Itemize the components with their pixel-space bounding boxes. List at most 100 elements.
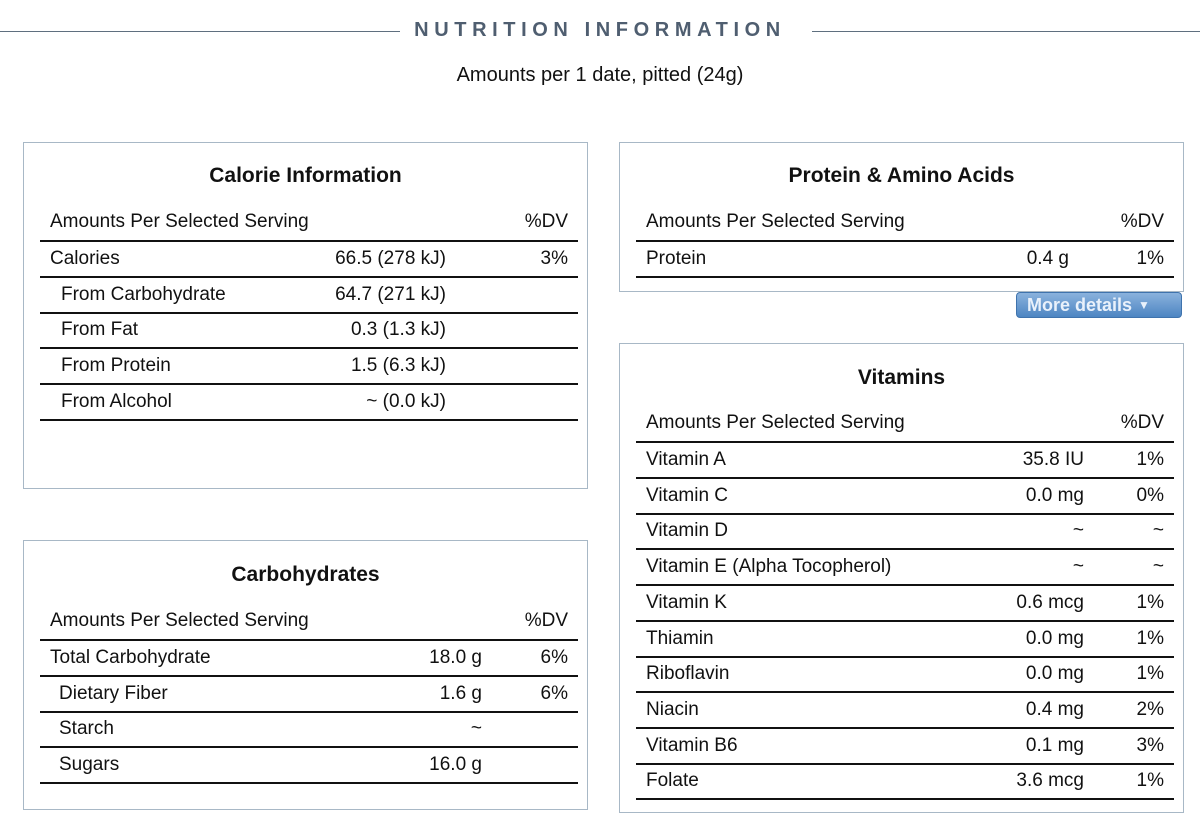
row-label: From Protein	[61, 355, 171, 377]
row-label: From Alcohol	[61, 390, 172, 412]
calorie-header-rule	[40, 240, 578, 242]
row-label: From Fat	[61, 319, 139, 341]
vitamins-title: Vitamins	[857, 366, 946, 389]
table-row: Vitamin A 35.8 IU 1%	[636, 443, 1174, 479]
row-value: 66.5 (278 kJ)	[335, 248, 446, 269]
row-label: Vitamin E (Alpha Tocopherol)	[646, 556, 892, 578]
table-row: Niacin 0.4 mg 2%	[636, 693, 1174, 729]
carbohydrates-panel: Carbohydrates Amounts Per Selected Servi…	[23, 540, 588, 810]
serving-subtitle: Amounts per 1 date, pitted (24g)	[456, 64, 744, 86]
row-label: Dietary Fiber	[59, 682, 168, 704]
amounts-header: Amounts Per Selected Serving	[646, 412, 905, 433]
table-row: Vitamin E (Alpha Tocopherol) ~ ~	[636, 550, 1174, 587]
dv-header: %DV	[524, 610, 568, 631]
protein-panel: Protein & Amino Acids Amounts Per Select…	[619, 142, 1184, 292]
row-dv: 3%	[540, 248, 568, 269]
table-row: From Protein 1.5 (6.3 kJ)	[40, 349, 578, 386]
header-rule-right	[812, 31, 1200, 32]
row-label: Protein	[646, 248, 707, 269]
row-dv: 6%	[540, 647, 568, 668]
row-value: 0.4 mg	[1025, 698, 1084, 720]
row-dv: 1%	[1136, 627, 1164, 649]
row-label: Sugars	[59, 754, 120, 776]
calorie-header-row: Amounts Per Selected Serving %DV	[40, 211, 578, 232]
table-row: Dietary Fiber 1.6 g 6%	[40, 677, 578, 713]
table-row: Starch ~	[40, 712, 578, 749]
dv-header: %DV	[1120, 412, 1164, 433]
amounts-header: Amounts Per Selected Serving	[646, 211, 905, 232]
row-dv: 3%	[1136, 734, 1164, 756]
row-label: Calories	[50, 248, 120, 269]
vitamins-header-rule	[636, 441, 1174, 443]
triangle-down-icon: ▼	[1138, 298, 1150, 312]
table-row: Vitamin K 0.6 mcg 1%	[636, 586, 1174, 622]
row-label: Starch	[59, 718, 114, 740]
vitamins-panel: Vitamins Amounts Per Selected Serving %D…	[619, 343, 1184, 813]
protein-title: Protein & Amino Acids	[788, 164, 1015, 187]
row-dv: 1%	[1136, 449, 1164, 470]
row-value: ~	[1072, 556, 1084, 578]
carbohydrates-title: Carbohydrates	[231, 563, 380, 586]
row-label: Folate	[646, 770, 699, 792]
row-value: ~	[470, 718, 482, 740]
row-dv: 0%	[1136, 484, 1164, 506]
row-dv: 1%	[1136, 248, 1164, 269]
row-dv: 1%	[1136, 770, 1164, 792]
row-label: Niacin	[646, 698, 699, 720]
table-row: From Fat 0.3 (1.3 kJ)	[40, 313, 578, 350]
table-row: Calories 66.5 (278 kJ) 3%	[40, 242, 578, 278]
carbs-header-rule	[40, 639, 578, 641]
row-value: 0.6 mcg	[1016, 591, 1084, 613]
header-rule-left	[0, 31, 400, 32]
protein-header-row: Amounts Per Selected Serving %DV	[636, 211, 1174, 232]
dv-header: %DV	[524, 211, 568, 232]
more-details-button[interactable]: More details ▼	[1016, 292, 1182, 318]
calorie-info-title: Calorie Information	[209, 164, 402, 187]
row-value: 1.6 g	[439, 682, 482, 704]
row-label: Vitamin C	[646, 484, 729, 506]
row-label: Vitamin K	[646, 591, 727, 613]
dv-header: %DV	[1120, 211, 1164, 232]
row-dv: 1%	[1136, 663, 1164, 685]
more-details-label: More details	[1027, 295, 1133, 315]
table-row: From Carbohydrate 64.7 (271 kJ)	[40, 278, 578, 314]
row-dv: 2%	[1136, 698, 1164, 720]
amounts-header: Amounts Per Selected Serving	[50, 211, 309, 232]
row-value: ~	[1072, 520, 1084, 542]
protein-header-rule	[636, 240, 1174, 242]
table-row: Thiamin 0.0 mg 1%	[636, 622, 1174, 658]
row-value: 0.0 mg	[1025, 663, 1084, 685]
row-label: Vitamin A	[646, 449, 726, 470]
row-value: 3.6 mcg	[1016, 770, 1084, 792]
table-row: Vitamin D ~ ~	[636, 514, 1174, 551]
row-label: Riboflavin	[646, 663, 730, 685]
row-value: 0.4 g	[1026, 248, 1069, 269]
row-value: 0.3 (1.3 kJ)	[350, 319, 446, 341]
row-value: 0.0 mg	[1025, 484, 1084, 506]
table-row: Protein 0.4 g 1%	[636, 242, 1174, 278]
vitamins-header-row: Amounts Per Selected Serving %DV	[636, 412, 1174, 433]
row-label: From Carbohydrate	[61, 283, 226, 305]
table-row: From Alcohol ~ (0.0 kJ)	[40, 385, 578, 421]
row-value: ~ (0.0 kJ)	[366, 390, 446, 412]
row-label: Vitamin D	[646, 520, 729, 542]
row-label: Total Carbohydrate	[50, 647, 211, 668]
row-dv: ~	[1152, 520, 1164, 542]
row-value: 1.5 (6.3 kJ)	[350, 355, 446, 377]
table-row: Vitamin C 0.0 mg 0%	[636, 479, 1174, 515]
row-value: 0.0 mg	[1025, 627, 1084, 649]
table-row: Folate 3.6 mcg 1%	[636, 764, 1174, 801]
row-dv: ~	[1152, 556, 1164, 578]
row-value: 0.1 mg	[1025, 734, 1084, 756]
row-value: 35.8 IU	[1022, 449, 1084, 470]
table-row: Sugars 16.0 g	[40, 748, 578, 785]
table-row: Vitamin B6 0.1 mg 3%	[636, 729, 1174, 765]
row-dv: 6%	[540, 682, 568, 704]
table-row: Riboflavin 0.0 mg 1%	[636, 657, 1174, 694]
row-label: Vitamin B6	[646, 734, 738, 756]
row-value: 16.0 g	[429, 754, 482, 776]
row-dv: 1%	[1136, 591, 1164, 613]
carbs-header-row: Amounts Per Selected Serving %DV	[40, 610, 578, 631]
amounts-header: Amounts Per Selected Serving	[50, 610, 309, 631]
row-value: 64.7 (271 kJ)	[335, 283, 446, 305]
